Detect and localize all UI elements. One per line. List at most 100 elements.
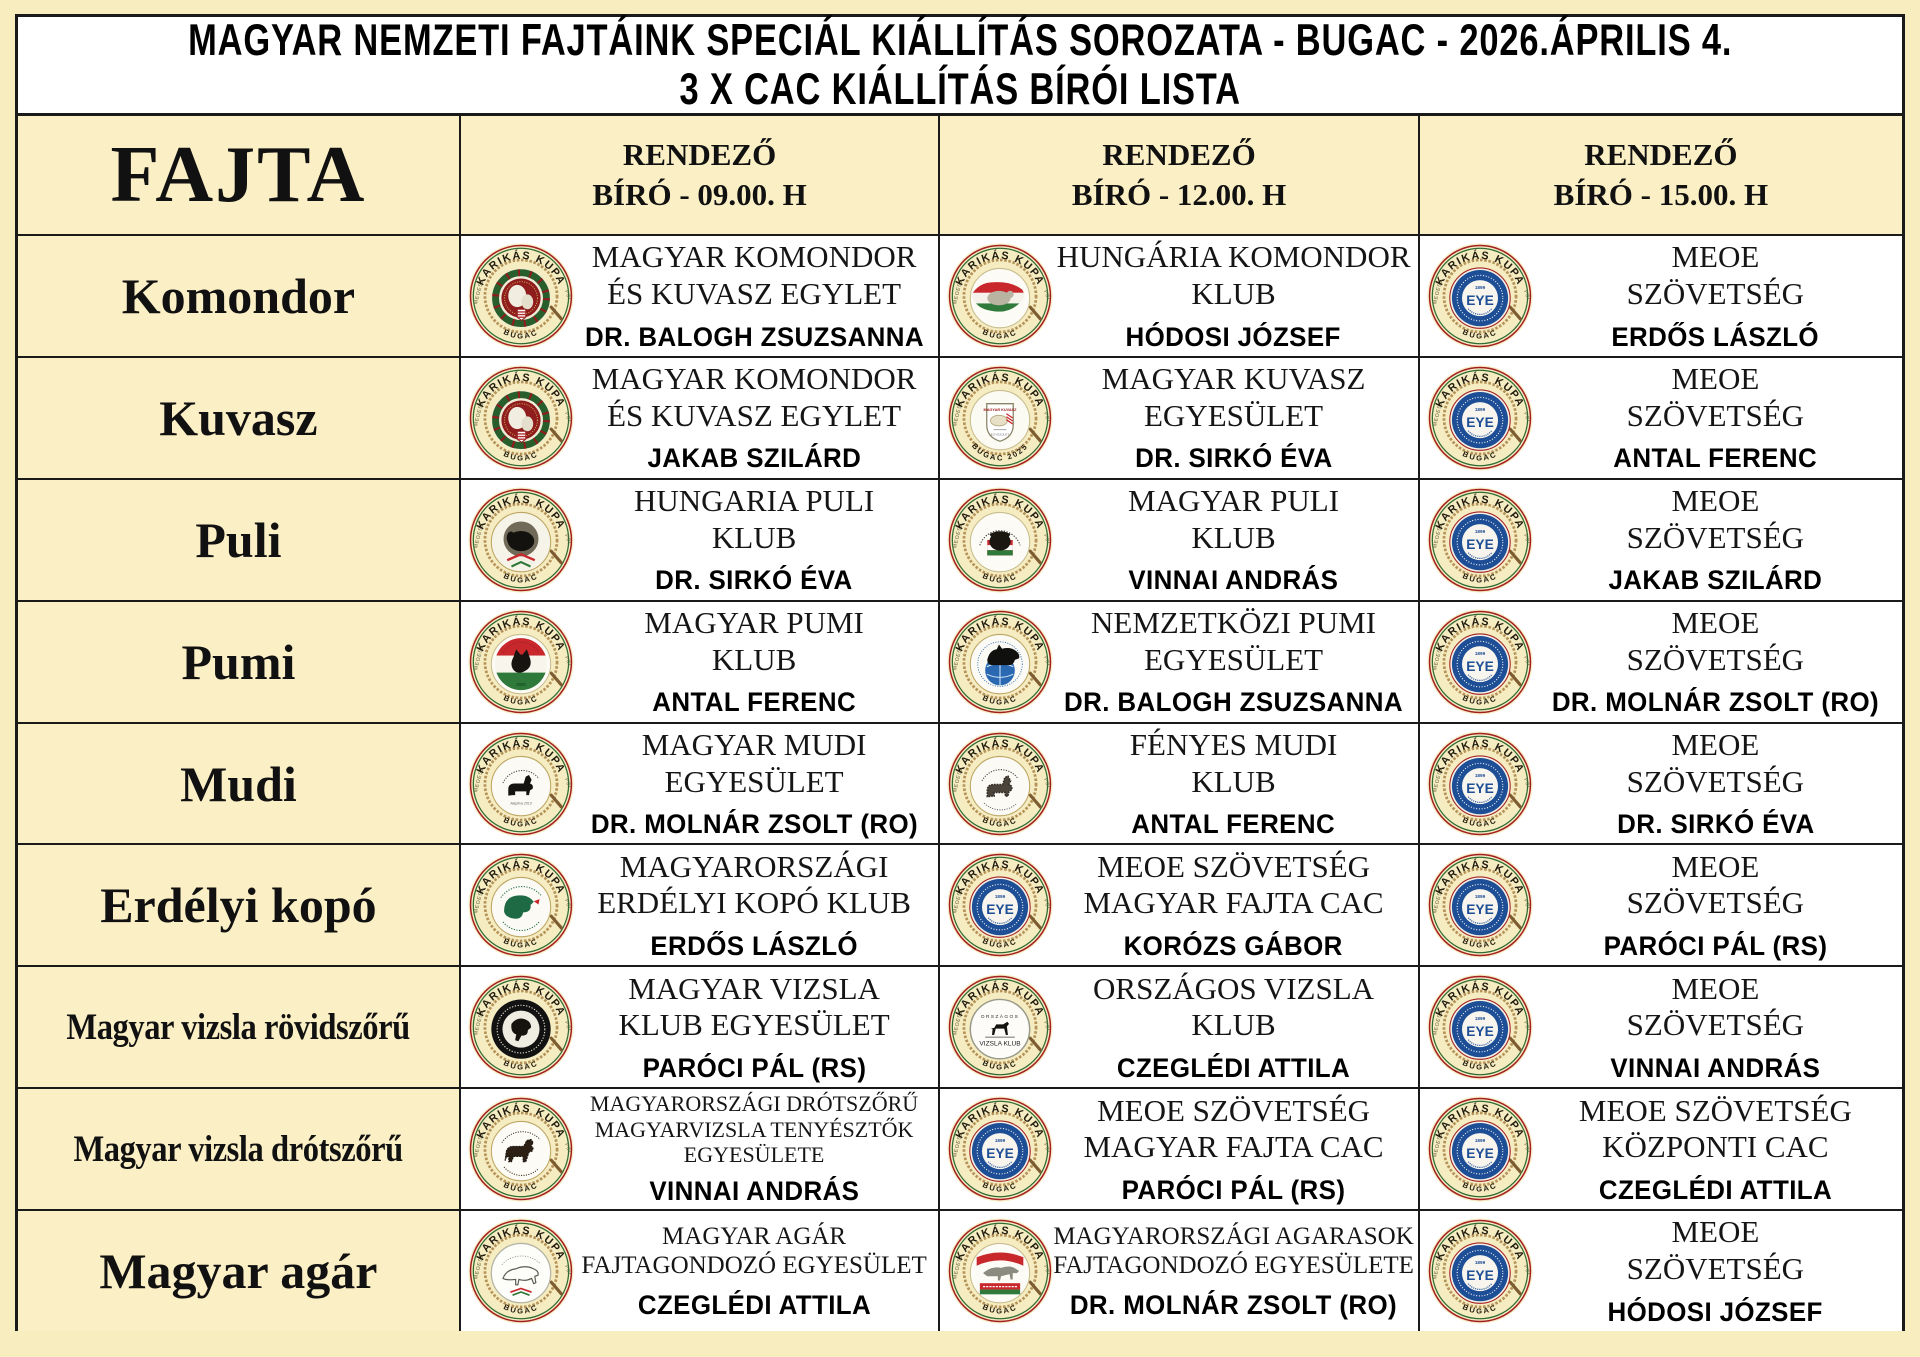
karikas-kupa-badge-wreath-komondor-kuvasz: KARIKÁS KUPA BUGAC MEOESZ FCI — [468, 243, 574, 349]
svg-text:EYE: EYE — [1466, 537, 1494, 552]
judge-cell-komondor-session-2: KARIKÁS KUPA BUGAC MEOESZ FCI HUNGÁRIA K… — [938, 234, 1418, 356]
cell-text: MEOE SZÖVETSÉG DR. MOLNÁR ZSOLT (RO) — [1533, 603, 1902, 720]
cell-text: HUNGÁRIA KOMONDOR KLUB HÓDOSI JÓZSEF — [1053, 237, 1417, 354]
breed-label: Erdélyi kopó — [100, 877, 377, 934]
karikas-kupa-badge-meoe-eye: 1899 EYE KARIKÁS KUPA BUGAC MEOESZ FCI — [1427, 731, 1533, 837]
cell-text: MEOE SZÖVETSÉG ANTAL FERENC — [1533, 359, 1902, 476]
karikas-kupa-badge-orszagos-vizsla-klub: ORSZÁGOS VIZSLA KLUB KARIKÁS KUPA BUGAC … — [947, 974, 1053, 1080]
svg-text:1899: 1899 — [1475, 1016, 1486, 1021]
organization-name: MEOE SZÖVETSÉG MAGYAR FAJTA CAC — [1083, 1093, 1383, 1166]
karikas-kupa-badge-magyar-vizsla-klub: KARIKÁS KUPA BUGAC MEOESZ FCI — [468, 974, 574, 1080]
organization-line: MAGYAR PUMI — [644, 605, 864, 641]
organization-name: MAGYAR KOMONDOR ÉS KUVASZ EGYLET — [592, 361, 917, 434]
svg-text:FCI: FCI — [1522, 777, 1531, 789]
svg-text:FCI: FCI — [563, 1021, 572, 1033]
organization-line: KLUB — [1191, 1007, 1276, 1043]
cell-text: NEMZETKÖZI PUMI EGYESÜLET DR. BALOGH ZSUZS… — [1053, 603, 1417, 720]
organization-name: MAGYAR MUDI EGYESÜLET — [642, 727, 867, 800]
svg-text:EYE: EYE — [987, 1146, 1015, 1161]
svg-text:EYE: EYE — [1466, 781, 1494, 796]
organization-line: MAGYAR VIZSLA — [628, 970, 880, 1006]
svg-text:BUGAC: BUGAC — [982, 815, 1020, 828]
karikas-kupa-badge-meoe-eye: 1899 EYE KARIKÁS KUPA BUGAC MEOESZ FCI — [1427, 852, 1533, 958]
organization-line: MEOE — [1671, 1214, 1760, 1250]
cell-text: MAGYAR PULI KLUB VINNAI ANDRÁS — [1053, 481, 1417, 598]
organization-name: MEOE SZÖVETSÉG — [1627, 605, 1804, 678]
organization-line: SZÖVETSÉG — [1626, 885, 1805, 921]
svg-text:FCI: FCI — [1042, 655, 1051, 667]
svg-text:BUGAC: BUGAC — [982, 937, 1020, 950]
judge-cell-mudi-session-1: Alapítva 2013 KARIKÁS KUPA BUGAC MEOESZ … — [458, 721, 939, 844]
judge-name: ERDŐS LÁSZLÓ — [1611, 321, 1820, 352]
svg-text:FCI: FCI — [1042, 1021, 1051, 1033]
judge-cell-magyar-vizsla-rovidszoru-session-3: 1899 EYE KARIKÁS KUPA BUGAC MEOESZ FCI M… — [1417, 965, 1902, 1088]
svg-text:BUGAC: BUGAC — [502, 1180, 540, 1193]
judge-cell-kuvasz-session-3: 1899 EYE KARIKÁS KUPA BUGAC MEOESZ FCI M… — [1417, 355, 1902, 478]
svg-text:FCI: FCI — [1042, 777, 1051, 789]
svg-text:1899: 1899 — [1475, 529, 1486, 534]
svg-text:BUGAC: BUGAC — [502, 815, 540, 828]
organization-name: MEOE SZÖVETSÉG — [1627, 239, 1804, 312]
breed-label: Mudi — [180, 755, 297, 812]
karikas-kupa-badge-magyar-pumi-klub: 2000 KARIKÁS KUPA BUGAC MEOESZ FCI — [468, 609, 574, 715]
karikas-kupa-badge-meoe-eye: 1899 EYE KARIKÁS KUPA BUGAC MEOESZ FCI — [1427, 1218, 1533, 1324]
organization-line: KLUB EGYESÜLET — [618, 1007, 890, 1043]
judge-cell-pumi-session-1: 2000 KARIKÁS KUPA BUGAC MEOESZ FCI MAGYA… — [458, 599, 939, 722]
judge-name: VINNAI ANDRÁS — [649, 1176, 860, 1207]
svg-text:FCI: FCI — [563, 1143, 572, 1155]
breed-cell-puli: Puli — [18, 477, 459, 600]
judge-name: JAKAB SZILÁRD — [647, 443, 861, 474]
svg-text:FCI: FCI — [563, 899, 572, 911]
cell-text: MAGYARORSZÁGI ERDÉLYI KOPÓ KLUB ERDŐS LÁSZ… — [574, 847, 938, 964]
judge-cell-pumi-session-3: 1899 EYE KARIKÁS KUPA BUGAC MEOESZ FCI M… — [1417, 599, 1902, 722]
organization-name: MEOE SZÖVETSÉG — [1627, 361, 1804, 434]
judge-name: DR. SIRKÓ ÉVA — [1134, 443, 1333, 474]
svg-text:EYE: EYE — [1466, 415, 1494, 430]
organization-line: HUNGÁRIA KOMONDOR — [1056, 239, 1411, 275]
judge-cell-puli-session-3: 1899 EYE KARIKÁS KUPA BUGAC MEOESZ FCI M… — [1417, 477, 1902, 600]
organization-line: MEOE — [1671, 848, 1760, 884]
svg-text:FCI: FCI — [1042, 411, 1051, 423]
svg-text:BUGAC: BUGAC — [1461, 571, 1499, 584]
breed-cell-mudi: Mudi — [18, 721, 459, 844]
svg-text:BUGAC: BUGAC — [502, 1302, 540, 1315]
judge-cell-komondor-session-3: 1899 EYE KARIKÁS KUPA BUGAC MEOESZ FCI M… — [1417, 234, 1902, 356]
svg-text:Alapítva 2013: Alapítva 2013 — [509, 801, 531, 805]
organization-line: SZÖVETSÉG — [1626, 519, 1805, 555]
judge-name: ANTAL FERENC — [1131, 809, 1336, 840]
organization-line: HUNGARIA PULI — [633, 483, 875, 519]
judge-cell-magyar-vizsla-drotszoru-session-1: KARIKÁS KUPA BUGAC MEOESZ FCI MAGYARORSZ… — [458, 1087, 939, 1210]
organization-line: MAGYAR PULI — [1128, 483, 1340, 519]
svg-text:BUGAC: BUGAC — [502, 571, 540, 584]
svg-text:BUGAC: BUGAC — [1461, 1302, 1499, 1315]
svg-text:BUGAC: BUGAC — [502, 937, 540, 950]
svg-text:BUGAC: BUGAC — [502, 693, 540, 706]
judge-cell-komondor-session-1: KARIKÁS KUPA BUGAC MEOESZ FCI MAGYAR KOM… — [458, 234, 939, 356]
judge-cell-magyar-agar-session-1: KARIKÁS KUPA BUGAC MEOESZ FCI MAGYAR AGÁ… — [458, 1209, 939, 1332]
organization-line: SZÖVETSÉG — [1626, 641, 1805, 677]
cell-text: MAGYAR KOMONDOR ÉS KUVASZ EGYLET JAKAB SZI… — [574, 359, 938, 476]
svg-text:FCI: FCI — [1042, 289, 1051, 301]
karikas-kupa-badge-hungaria-komondor-map: KARIKÁS KUPA BUGAC MEOESZ FCI — [947, 243, 1053, 349]
cell-text: MEOE SZÖVETSÉG MAGYAR FAJTA CAC PARÓCI PÁL… — [1053, 1091, 1417, 1208]
karikas-kupa-badge-agarasok-tricolor: KARIKÁS KUPA BUGAC MEOESZ FCI — [947, 1218, 1053, 1324]
judge-name: PARÓCI PÁL (RS) — [1121, 1174, 1346, 1205]
cell-text: MAGYAR VIZSLA KLUB EGYESÜLET PARÓCI PÁL (R… — [574, 969, 938, 1086]
svg-text:ORSZÁGOS: ORSZÁGOS — [981, 1013, 1020, 1020]
organization-name: MEOE SZÖVETSÉG — [1627, 727, 1804, 800]
svg-text:BUGAC: BUGAC — [1461, 327, 1499, 340]
breed-column-header: FAJTA — [18, 116, 459, 234]
session-header-line: RENDEZŐ — [1102, 136, 1256, 172]
organization-line: ÉS KUVASZ EGYLET — [607, 397, 902, 433]
organization-line: MAGYAR KOMONDOR — [591, 361, 917, 397]
organization-line: SZÖVETSÉG — [1626, 1007, 1805, 1043]
judge-name: CZEGLÉDI ATTILA — [1116, 1052, 1351, 1083]
cell-text: HUNGARIA PULI KLUB DR. SIRKÓ ÉVA — [574, 481, 938, 598]
organization-line: MEOE — [1671, 483, 1760, 519]
judge-name: DR. MOLNÁR ZSOLT (RO) — [1551, 687, 1879, 718]
poster-title: MAGYAR NEMZETI FAJTÁINK SPECIÁL KIÁLLÍTÁ… — [18, 15, 1902, 116]
organization-line: SZÖVETSÉG — [1626, 1251, 1805, 1287]
organization-name: MAGYAR AGÁR FAJTAGONDOZÓ EGYESÜLET — [581, 1222, 926, 1281]
judge-cell-puli-session-2: KARIKÁS KUPA BUGAC MEOESZ FCI MAGYAR PUL… — [938, 477, 1418, 600]
svg-text:1899: 1899 — [995, 1138, 1006, 1143]
